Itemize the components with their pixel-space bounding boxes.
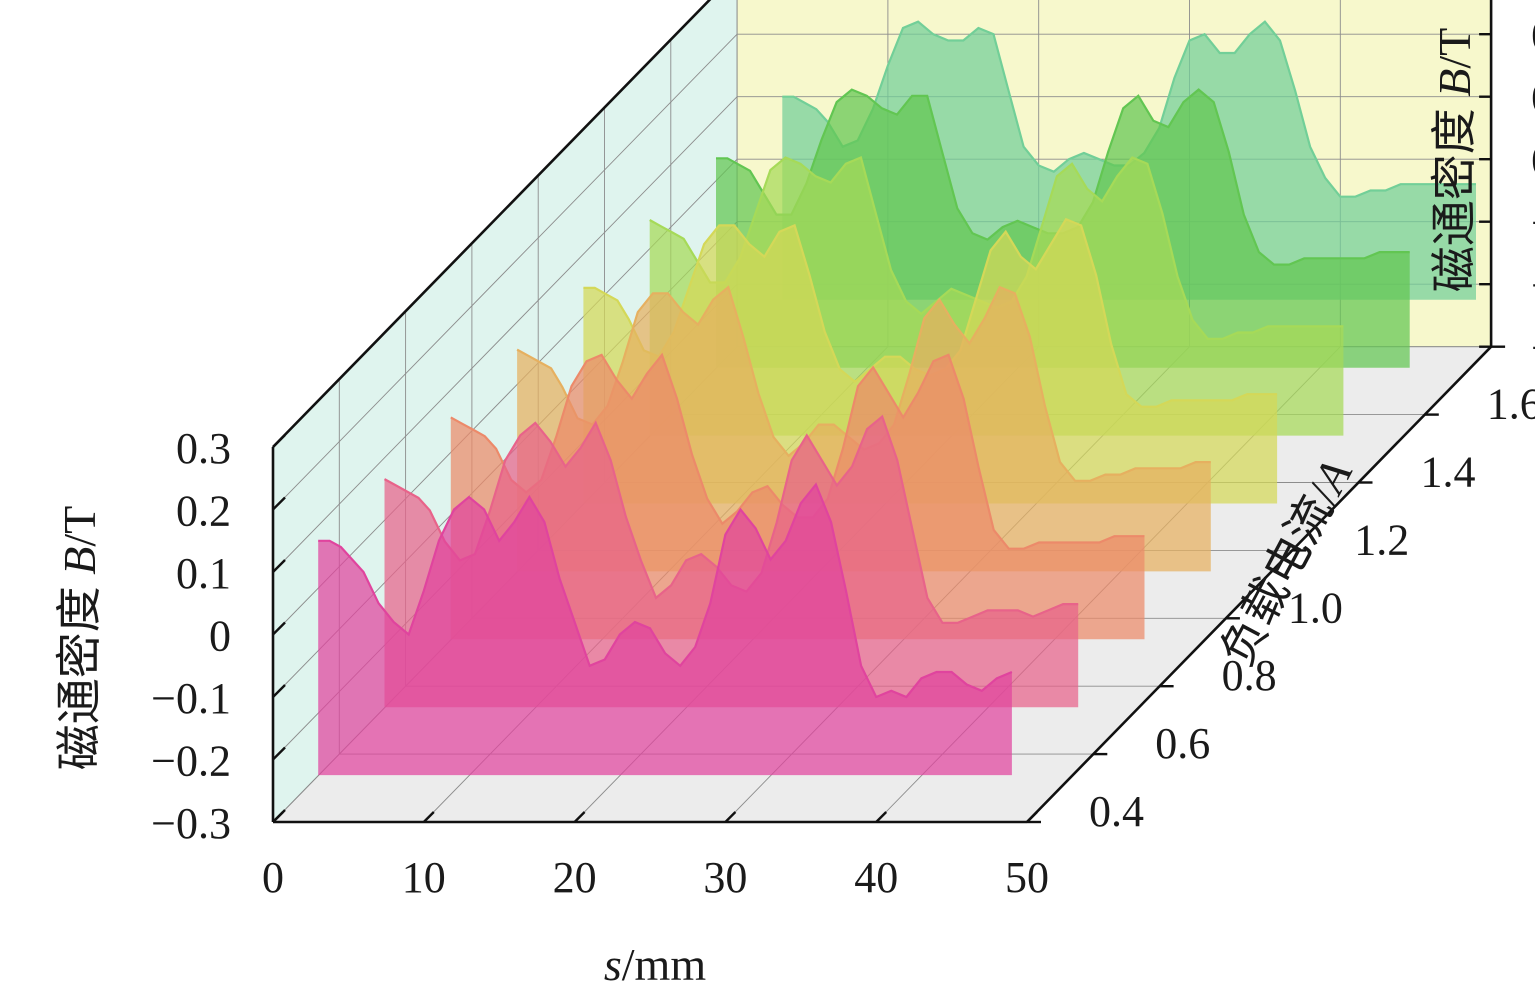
frame-edge [1026, 345, 1493, 823]
z-tick-mark [272, 746, 286, 761]
x-tick-mark [422, 811, 435, 823]
x-tick-mark [1026, 811, 1038, 823]
z-tick-label-front: 0.3 [176, 424, 231, 473]
tick-labels: 010203040500.40.60.81.01.21.41.61.80.30.… [151, 11, 1535, 902]
z-tick-mark [272, 559, 286, 573]
x-tick-label: 30 [703, 853, 747, 902]
y-tick-label: 1.2 [1354, 515, 1409, 564]
frame-edge [272, 0, 712, 448]
grid-line [272, 96, 738, 573]
z-axis-title-back: 磁通密度 B/T [1429, 28, 1480, 293]
x-tick-mark [875, 811, 888, 823]
x-tick-label: 20 [553, 853, 597, 902]
x-axis-title: s/mm [604, 939, 706, 990]
z-tick-label-front: −0.2 [151, 737, 231, 786]
x-tick-mark [724, 811, 737, 823]
z-tick-label-front: 0 [209, 612, 231, 661]
z-tick-mark [272, 621, 286, 636]
z-tick-label-back: −0.3 [1531, 324, 1535, 373]
x-tick-label: 0 [262, 853, 284, 902]
z-tick-label-front: −0.1 [151, 674, 231, 723]
y-tick-label: 0.6 [1155, 719, 1210, 768]
z-tick-label-front: −0.3 [151, 799, 231, 848]
series-line-0.4 [318, 482, 1013, 699]
z-tick-mark [272, 434, 286, 448]
z-tick-label-front: 0.1 [176, 549, 231, 598]
y-tick-label: 0.4 [1089, 787, 1144, 836]
x-tick-label: 50 [1005, 853, 1049, 902]
y-tick-label: 1.4 [1421, 448, 1476, 497]
z-tick-label-back: 0 [1531, 136, 1535, 185]
x-tick-label: 40 [854, 853, 898, 902]
z-tick-mark [272, 496, 286, 511]
z-tick-label-front: 0.2 [176, 487, 231, 536]
y-tick-label: 1.6 [1487, 380, 1535, 429]
z-tick-label-back: −0.2 [1531, 261, 1535, 310]
z-tick-mark [272, 684, 286, 698]
series-layer [318, 20, 1476, 776]
z-tick-mark [272, 809, 286, 823]
y-tick-label: 0.8 [1222, 651, 1277, 700]
x-tick-label: 10 [402, 853, 446, 902]
z-tick-label-back: 0.2 [1531, 11, 1535, 60]
grid-line [272, 33, 738, 510]
z-tick-label-back: −0.1 [1531, 199, 1535, 248]
y-tick-label: 1.0 [1288, 583, 1343, 632]
z-tick-label-back: 0.1 [1531, 74, 1535, 123]
z-axis-title-front: 磁通密度 B/T [54, 506, 105, 771]
x-tick-mark [573, 811, 586, 823]
